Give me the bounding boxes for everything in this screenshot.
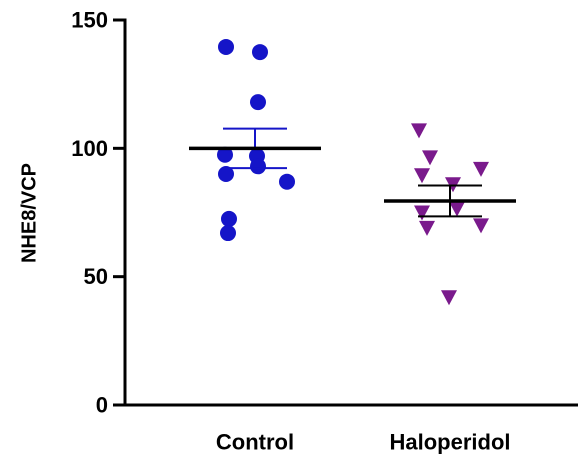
data-point [217, 146, 233, 163]
y-tick-label: 100 [71, 136, 108, 161]
data-point [250, 158, 266, 175]
x-category-label: Control [216, 430, 294, 455]
data-point [250, 94, 266, 111]
data-point [411, 123, 427, 139]
y-tick-label: 150 [71, 8, 108, 33]
data-marks [217, 38, 489, 306]
y-tick-label: 0 [96, 393, 108, 418]
mean-sem-bars [189, 127, 516, 218]
y-axis-title: NHE8/VCP [18, 163, 40, 263]
data-point [218, 38, 234, 55]
data-point [441, 290, 457, 306]
x-category-labels: Control Haloperidol [216, 430, 511, 455]
data-point [419, 220, 435, 236]
data-point [414, 205, 430, 221]
data-point [279, 173, 295, 190]
axes [123, 18, 578, 407]
data-point [473, 161, 489, 177]
data-point [449, 201, 465, 217]
y-ticks: 0 50 100 150 [71, 8, 125, 418]
data-point [252, 44, 268, 61]
data-point [473, 218, 489, 234]
data-point [220, 225, 236, 242]
data-point [414, 168, 430, 184]
data-point [218, 166, 234, 182]
data-point [422, 150, 438, 166]
data-point [221, 210, 237, 227]
x-category-label: Haloperidol [389, 430, 510, 455]
y-tick-label: 50 [84, 264, 108, 289]
